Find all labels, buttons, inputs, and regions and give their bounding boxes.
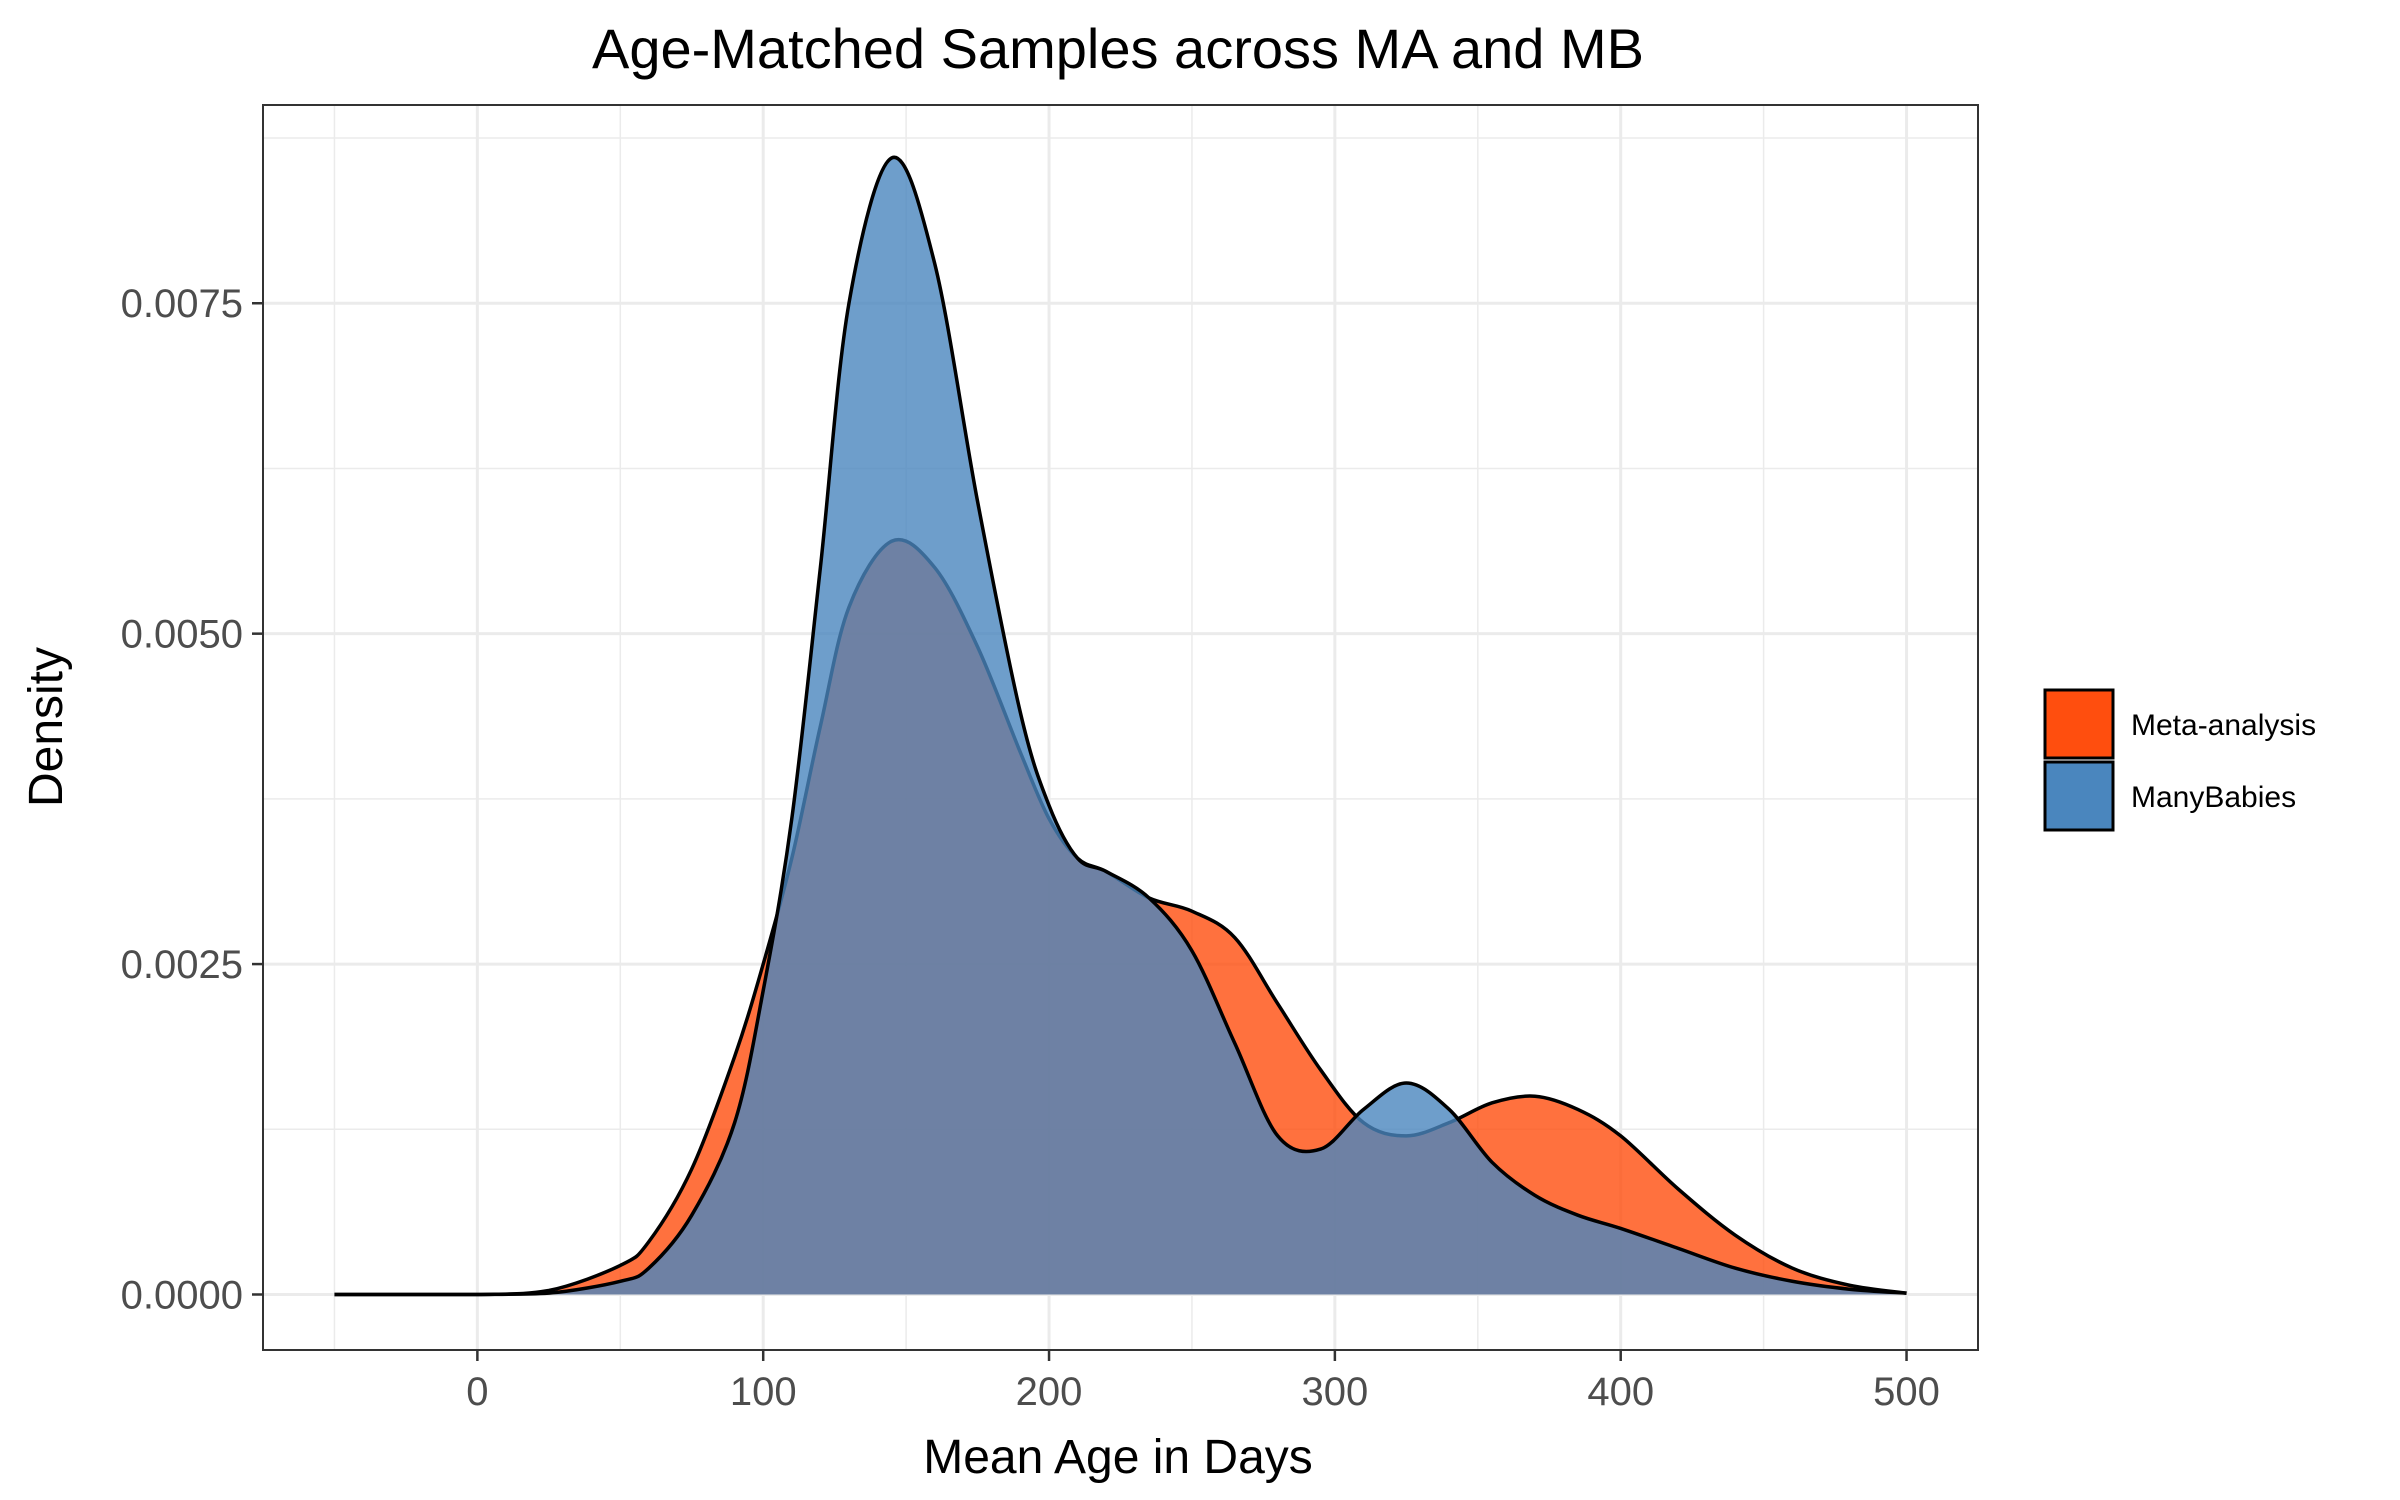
legend-label-manybabies: ManyBabies xyxy=(2131,781,2296,814)
y-axis: 0.0000 0.0025 0.0050 0.0075 xyxy=(121,282,263,1317)
manybabies-density-line xyxy=(334,155,1907,1297)
y-tick-label: 0.0075 xyxy=(121,282,243,326)
manybabies-density-area xyxy=(334,157,1907,1295)
legend-key-meta-analysis xyxy=(2043,688,2115,760)
x-tick-label: 300 xyxy=(1302,1370,1369,1414)
x-tick-label: 200 xyxy=(1016,1370,1083,1414)
x-axis: 0 100 200 300 400 500 xyxy=(466,1350,1940,1414)
x-tick-label: 400 xyxy=(1587,1370,1654,1414)
density-series xyxy=(334,155,1907,1297)
legend-key-manybabies xyxy=(2043,760,2115,832)
legend: Meta-analysis ManyBabies xyxy=(2043,688,2316,832)
y-tick-label: 0.0000 xyxy=(121,1273,243,1317)
x-tick-label: 100 xyxy=(730,1370,797,1414)
x-tick-label: 500 xyxy=(1873,1370,1940,1414)
y-tick-label: 0.0050 xyxy=(121,613,243,657)
x-axis-label: Mean Age in Days xyxy=(923,1431,1313,1484)
chart-title: Age-Matched Samples across MA and MB xyxy=(592,17,1644,80)
y-tick-label: 0.0025 xyxy=(121,943,243,987)
x-tick-label: 0 xyxy=(466,1370,488,1414)
plot-panel-border xyxy=(262,104,1979,1351)
y-axis-label: Density xyxy=(20,647,73,807)
legend-label-meta-analysis: Meta-analysis xyxy=(2131,709,2316,742)
